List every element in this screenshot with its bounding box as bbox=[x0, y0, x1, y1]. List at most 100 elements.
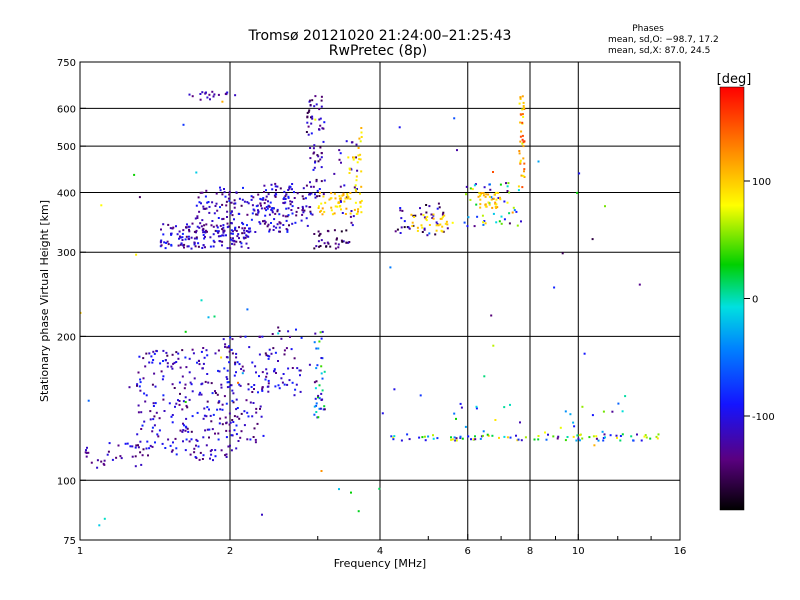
data-point bbox=[333, 192, 336, 195]
data-point bbox=[357, 510, 360, 513]
data-point bbox=[442, 211, 445, 214]
data-point bbox=[225, 200, 228, 203]
data-point bbox=[486, 433, 489, 436]
data-point bbox=[359, 205, 362, 208]
data-point bbox=[171, 383, 174, 386]
data-point bbox=[285, 193, 288, 196]
data-point bbox=[182, 429, 185, 432]
data-point bbox=[224, 454, 227, 457]
data-point bbox=[207, 381, 210, 384]
data-point bbox=[184, 383, 187, 386]
data-point bbox=[260, 198, 263, 201]
data-point bbox=[139, 389, 142, 392]
data-point bbox=[190, 430, 193, 433]
data-point bbox=[212, 413, 215, 416]
data-point bbox=[181, 232, 184, 235]
data-point bbox=[331, 213, 334, 216]
data-point bbox=[187, 225, 190, 228]
data-point bbox=[224, 345, 226, 348]
data-point bbox=[282, 373, 285, 375]
data-point bbox=[330, 192, 333, 195]
data-point bbox=[232, 421, 235, 423]
data-point bbox=[340, 239, 343, 242]
data-point bbox=[301, 195, 304, 198]
data-point bbox=[282, 198, 285, 200]
data-point bbox=[193, 230, 196, 233]
data-point bbox=[285, 207, 288, 210]
data-point bbox=[294, 221, 297, 224]
data-point bbox=[186, 427, 189, 430]
data-point bbox=[181, 375, 184, 378]
data-point bbox=[657, 433, 660, 436]
data-point bbox=[246, 224, 248, 227]
data-point bbox=[519, 421, 521, 424]
data-point bbox=[572, 421, 575, 424]
data-point bbox=[239, 436, 242, 439]
data-point bbox=[217, 235, 220, 238]
data-point bbox=[518, 102, 521, 105]
data-point bbox=[139, 378, 142, 381]
data-point bbox=[260, 415, 263, 418]
data-point bbox=[456, 149, 458, 152]
data-point bbox=[482, 192, 485, 195]
data-point bbox=[202, 207, 205, 210]
data-point bbox=[293, 394, 296, 397]
data-point bbox=[243, 424, 246, 427]
data-point bbox=[339, 199, 342, 202]
data-point bbox=[218, 422, 221, 425]
data-point bbox=[320, 337, 323, 340]
data-point bbox=[273, 368, 276, 371]
data-point bbox=[191, 222, 194, 225]
data-point bbox=[265, 354, 268, 357]
data-point bbox=[519, 140, 522, 143]
data-point bbox=[275, 226, 278, 229]
data-point bbox=[229, 444, 231, 447]
data-point bbox=[649, 437, 652, 440]
data-point bbox=[219, 417, 222, 420]
data-point bbox=[226, 91, 229, 94]
data-points bbox=[79, 90, 660, 527]
data-point bbox=[182, 400, 185, 403]
data-point bbox=[341, 240, 344, 243]
data-point bbox=[233, 243, 236, 246]
data-point bbox=[488, 183, 491, 186]
data-point bbox=[188, 371, 191, 374]
data-point bbox=[195, 236, 198, 239]
data-point bbox=[537, 438, 540, 441]
data-point bbox=[615, 434, 618, 437]
data-point bbox=[195, 231, 197, 234]
data-point bbox=[320, 209, 323, 212]
data-point bbox=[319, 146, 322, 149]
data-point bbox=[400, 217, 403, 220]
data-point bbox=[200, 202, 202, 205]
data-point bbox=[276, 223, 279, 226]
data-point bbox=[314, 387, 317, 390]
data-point bbox=[319, 124, 322, 127]
x-tick-label: 2 bbox=[227, 546, 233, 557]
data-point bbox=[181, 349, 184, 352]
data-point bbox=[96, 459, 99, 462]
data-point bbox=[347, 156, 350, 159]
data-point bbox=[291, 222, 294, 225]
data-point bbox=[243, 232, 246, 235]
data-point bbox=[179, 243, 182, 246]
data-point bbox=[183, 246, 185, 249]
data-point bbox=[315, 367, 318, 370]
colorbar-tick-label: 100 bbox=[752, 177, 771, 188]
data-point bbox=[166, 354, 169, 357]
data-point bbox=[312, 185, 315, 188]
data-point bbox=[318, 245, 321, 248]
data-point bbox=[442, 230, 445, 233]
data-point bbox=[428, 232, 431, 235]
data-point bbox=[225, 234, 227, 237]
data-point bbox=[340, 200, 342, 203]
data-point bbox=[441, 225, 444, 228]
data-point bbox=[321, 377, 324, 380]
data-point bbox=[282, 214, 285, 217]
data-point bbox=[139, 381, 142, 384]
data-point bbox=[352, 156, 354, 159]
data-point bbox=[207, 201, 210, 203]
data-point bbox=[309, 181, 311, 184]
data-point bbox=[184, 356, 187, 359]
data-point bbox=[459, 435, 462, 438]
